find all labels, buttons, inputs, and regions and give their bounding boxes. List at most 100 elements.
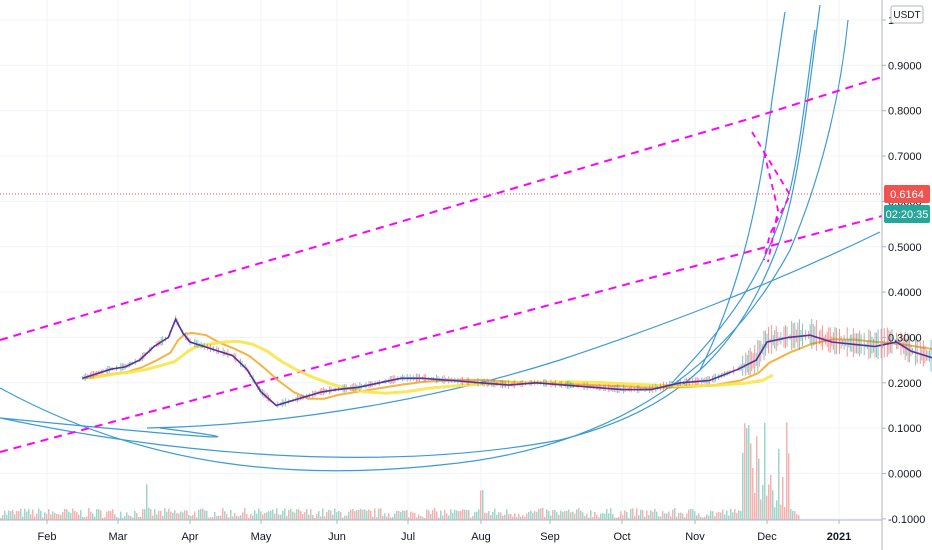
volume-bar xyxy=(576,509,578,520)
x-tick-label: Dec xyxy=(757,531,777,543)
volume-bar xyxy=(258,508,260,520)
volume-bar xyxy=(214,511,216,520)
volume-bar xyxy=(492,511,494,520)
volume-bar xyxy=(348,511,350,520)
price-line xyxy=(82,317,932,407)
volume-bar xyxy=(784,507,786,520)
volume-bar xyxy=(190,515,192,520)
volume-bar xyxy=(494,508,496,520)
channel-upper-right xyxy=(751,76,883,119)
volume-bar xyxy=(580,510,582,520)
volume-bar xyxy=(344,515,346,520)
volume-bar xyxy=(756,436,758,520)
volume-bar xyxy=(714,516,716,520)
volume-bar xyxy=(250,513,252,520)
x-tick-label: Feb xyxy=(38,531,57,543)
volume-bar xyxy=(646,510,648,520)
volume-bar xyxy=(406,509,408,520)
volume-bar xyxy=(630,508,632,520)
volume-bar xyxy=(600,513,602,520)
volume-bar xyxy=(22,516,24,520)
countdown-text: 02:20:35 xyxy=(886,209,929,221)
volume-bar xyxy=(254,510,256,520)
volume-bar xyxy=(14,514,16,520)
y-tick-label: 0.9000 xyxy=(888,60,922,72)
volume-bar xyxy=(206,510,208,520)
volume-bar xyxy=(640,509,642,520)
volume-bar xyxy=(132,517,134,520)
volume-bar xyxy=(618,516,620,520)
volume-bar xyxy=(156,514,158,520)
volume-bar xyxy=(72,508,74,520)
volume-bar xyxy=(84,517,86,520)
volume-bar xyxy=(256,513,258,520)
volume-bar xyxy=(480,490,482,520)
volume-bar xyxy=(798,515,800,520)
time-axis[interactable]: Feb Mar Apr May Jun Jul Aug Sep Oct Nov Dec 2021 xyxy=(38,520,852,543)
volume-bar xyxy=(276,508,278,520)
volume-bar xyxy=(488,510,490,520)
volume-bar xyxy=(608,513,610,520)
volume-bar xyxy=(484,512,486,520)
volume-bar xyxy=(456,510,458,520)
volume-bar xyxy=(294,512,296,520)
volume-bar xyxy=(142,509,144,520)
x-tick-label: Sep xyxy=(540,531,560,543)
volume-bar xyxy=(704,516,706,520)
volume-bar xyxy=(740,511,742,520)
volume-bar xyxy=(534,511,536,520)
volume-bar xyxy=(612,513,614,520)
volume-bar xyxy=(454,509,456,520)
volume-bar xyxy=(470,517,472,520)
volume-bar xyxy=(430,513,432,520)
volume-bar xyxy=(42,517,44,520)
volume-bar xyxy=(588,517,590,520)
volume-bar xyxy=(114,514,116,520)
volume-bar xyxy=(158,510,160,520)
ma-short-line xyxy=(84,331,932,400)
volume-bar xyxy=(88,508,90,520)
volume-bar xyxy=(122,517,124,520)
volume-bar xyxy=(694,511,696,520)
volume-bar xyxy=(242,512,244,520)
y-tick-label: -0.1000 xyxy=(888,514,925,526)
volume-bar xyxy=(526,513,528,520)
volume-bar xyxy=(644,516,646,520)
volume-bar xyxy=(334,508,336,520)
volume-bar xyxy=(758,458,760,520)
volume-bar xyxy=(732,512,734,520)
volume-bar xyxy=(94,516,96,520)
volume-bar xyxy=(460,510,462,520)
volume-bar xyxy=(444,509,446,520)
volume-bar xyxy=(706,514,708,520)
volume-bar xyxy=(398,510,400,520)
y-tick-label: 0.8000 xyxy=(888,106,922,118)
volume-bar xyxy=(508,514,510,520)
volume-bar xyxy=(530,510,532,520)
volume-bar xyxy=(418,514,420,520)
volume-bar xyxy=(642,510,644,520)
volume-bar xyxy=(436,511,438,520)
volume-bar xyxy=(342,517,344,520)
volume-bar xyxy=(620,511,622,520)
volume-bar xyxy=(604,513,606,520)
pennant-upper xyxy=(751,131,792,261)
channel-upper-left xyxy=(0,117,753,341)
volume-bar xyxy=(10,511,12,520)
x-tick-label: Apr xyxy=(181,531,198,543)
volume-bar xyxy=(102,517,104,520)
volume-bar xyxy=(626,511,628,520)
currency-badge[interactable] xyxy=(890,5,924,24)
volume-bar xyxy=(614,517,616,520)
volume-bar xyxy=(504,514,506,520)
volume-bar xyxy=(582,512,584,520)
volume-bar xyxy=(678,512,680,520)
volume-bar xyxy=(6,514,8,520)
volume-bar xyxy=(270,510,272,520)
volume-bar xyxy=(572,511,574,520)
volume-bar xyxy=(262,514,264,520)
volume-bar xyxy=(450,509,452,520)
volume-bar xyxy=(244,508,246,520)
x-tick-label: Jun xyxy=(328,531,346,543)
